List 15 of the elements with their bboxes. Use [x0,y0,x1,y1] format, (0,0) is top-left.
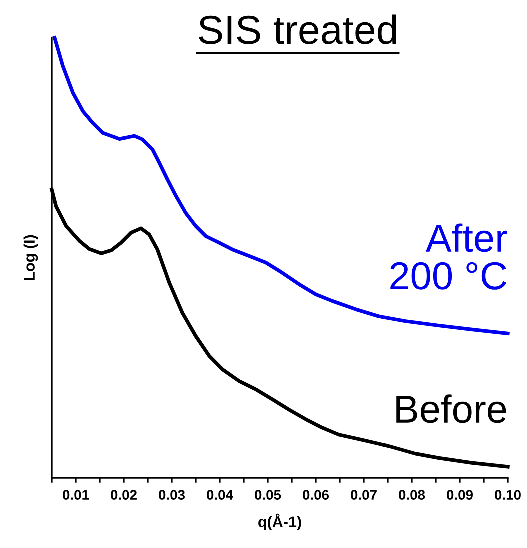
x-tick-label: 0.04 [207,490,234,500]
x-tick-label: 0.03 [159,490,186,500]
x-tick-label: 0.07 [351,490,377,500]
chart-title: SIS treated [199,14,396,44]
x-tick-label: 0.10 [495,490,521,500]
series-label: Before [396,394,506,424]
x-tick-label: 0.09 [447,490,473,500]
x-tick-label: 0.08 [399,490,426,500]
x-axis-title: q(Å-1) [258,514,302,531]
x-tick-label: 0.01 [63,490,90,500]
x-tick-label: 0.02 [111,490,137,500]
x-tick-label: 0.05 [255,490,282,500]
x-tick-label: 0.06 [303,490,330,500]
y-axis-title: Log (I) [24,235,38,280]
series-label: After 200 °C [390,224,508,290]
